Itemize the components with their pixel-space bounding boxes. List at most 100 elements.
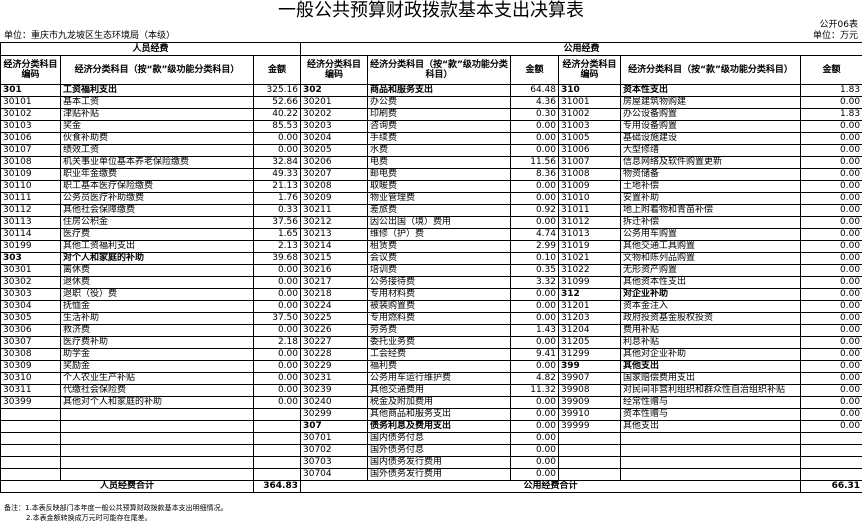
code: 30207 xyxy=(300,168,368,181)
code: 30208 xyxy=(300,180,368,193)
amount: 3.32 xyxy=(510,276,559,289)
row: 30399 其他对个人和家庭的补助 0.00 30240 税金及附加费用 0.00 3990… xyxy=(0,396,862,409)
item-name: 房屋建筑物购建 xyxy=(620,96,801,109)
row: 30306 救济费 0.00 30226 劳务费 1.43 31204 费用补贴 0.00 xyxy=(0,324,862,337)
item-name: 国家赔偿费用支出 xyxy=(620,372,801,385)
item-name: 退职（役）费 xyxy=(60,288,254,301)
amount: 0.00 xyxy=(799,180,862,193)
empty-cell xyxy=(60,420,254,433)
empty-cell xyxy=(60,432,254,445)
code: 303 xyxy=(0,252,61,265)
empty-cell xyxy=(60,456,254,469)
code: 30229 xyxy=(300,360,368,373)
code: 30231 xyxy=(300,372,368,385)
amount: 0.00 xyxy=(799,132,862,145)
empty-cell xyxy=(60,468,254,481)
item-name: 救济费 xyxy=(60,324,254,337)
row: 303 对个人和家庭的补助 39.68 30215 会议费 0.10 31021 文物和陈列品… xyxy=(0,252,862,265)
amount: 1.43 xyxy=(510,324,559,337)
amount: 0.00 xyxy=(799,336,862,349)
empty-cell xyxy=(60,408,254,421)
item-name: 地上附着物和青苗补偿 xyxy=(620,204,801,217)
empty-cell xyxy=(558,444,621,457)
empty-cell xyxy=(620,456,801,469)
code: 31013 xyxy=(558,228,621,241)
empty-cell xyxy=(0,444,61,457)
code: 30206 xyxy=(300,156,368,169)
empty-cell xyxy=(799,456,862,469)
amount: 64.48 xyxy=(510,84,559,97)
col-header: 金额 xyxy=(510,55,559,85)
item-name: 专用设备购置 xyxy=(620,120,801,133)
code: 30109 xyxy=(0,168,61,181)
amount: 40.22 xyxy=(253,108,301,121)
code: 30305 xyxy=(0,312,61,325)
code: 31203 xyxy=(558,312,621,325)
code: 30226 xyxy=(300,324,368,337)
code: 30209 xyxy=(300,192,368,205)
row: 301 工资福利支出 325.16 302 商品和服务支出 64.48 310 资本性支出 1.… xyxy=(0,84,862,97)
code: 30399 xyxy=(0,396,61,409)
item-name: 资本性支出 xyxy=(620,84,801,97)
amount: 0.00 xyxy=(510,216,559,229)
item-name: 代缴社会保险费 xyxy=(60,384,254,397)
item-name: 津贴补贴 xyxy=(60,108,254,121)
notes: 备注：1.本表反映部门本年度一般公共预算财政拨款基本支出明细情况。 2.本表金额转… xyxy=(4,503,228,523)
code: 31009 xyxy=(558,180,621,193)
code: 31205 xyxy=(558,336,621,349)
empty-cell xyxy=(558,432,621,445)
code: 30311 xyxy=(0,384,61,397)
amount: 0.00 xyxy=(510,420,559,433)
amount: 52.66 xyxy=(253,96,301,109)
code: 31007 xyxy=(558,156,621,169)
item-name: 其他对个人和家庭的补助 xyxy=(60,396,254,409)
item-name: 国外债务发行费用 xyxy=(367,468,511,481)
amount: 0.00 xyxy=(799,300,862,313)
code: 31003 xyxy=(558,120,621,133)
amount: 0.00 xyxy=(510,288,559,301)
row: 30309 奖励金 0.00 30229 福利费 0.00 399 其他支出 0.00 xyxy=(0,360,862,373)
amount: 39.68 xyxy=(253,252,301,265)
item-name: 住房公积金 xyxy=(60,216,254,229)
row: 30114 医疗费 1.65 30213 维修（护）费 4.74 31013 公务用车购置 0.… xyxy=(0,228,862,241)
item-name: 国内债务付息 xyxy=(367,432,511,445)
amount: 11.32 xyxy=(510,384,559,397)
item-name: 离休费 xyxy=(60,264,254,277)
code: 30228 xyxy=(300,348,368,361)
empty-cell xyxy=(558,468,621,481)
item-name: 国内债务发行费用 xyxy=(367,456,511,469)
item-name: 费用补贴 xyxy=(620,324,801,337)
code: 30217 xyxy=(300,276,368,289)
amount: 0.00 xyxy=(799,372,862,385)
amount: 0.00 xyxy=(253,264,301,277)
item-name: 其他交通工具购置 xyxy=(620,240,801,253)
amount: 0.33 xyxy=(253,204,301,217)
item-name: 公务接待费 xyxy=(367,276,511,289)
unit-right: 单位：万元 xyxy=(812,31,858,41)
row: 30311 代缴社会保险费 0.00 30239 其他交通费用 11.32 39908 对民间… xyxy=(0,384,862,397)
item-name: 医疗费 xyxy=(60,228,254,241)
row: 30106 伙食补助费 0.00 30204 手续费 0.00 31005 基础设施建设 0.0… xyxy=(0,132,862,145)
empty-cell xyxy=(799,444,862,457)
item-name: 个人农业生产补贴 xyxy=(60,372,254,385)
empty-cell xyxy=(0,468,61,481)
code: 30114 xyxy=(0,228,61,241)
item-name: 租赁费 xyxy=(367,240,511,253)
item-name: 培训费 xyxy=(367,264,511,277)
amount: 0.00 xyxy=(799,252,862,265)
amount: 0.00 xyxy=(799,156,862,169)
amount: 0.00 xyxy=(799,420,862,433)
item-name: 无形资产购置 xyxy=(620,264,801,277)
amount: 0.00 xyxy=(510,432,559,445)
group-header: 人员经费 xyxy=(0,42,301,56)
item-name: 其他社会保障缴费 xyxy=(60,204,254,217)
code: 30239 xyxy=(300,384,368,397)
code: 30110 xyxy=(0,180,61,193)
code: 30101 xyxy=(0,96,61,109)
item-name: 工资福利支出 xyxy=(60,84,254,97)
code: 30310 xyxy=(0,372,61,385)
amount: 0.00 xyxy=(799,312,862,325)
item-name: 邮电费 xyxy=(367,168,511,181)
code: 30102 xyxy=(0,108,61,121)
amount: 0.00 xyxy=(799,192,862,205)
